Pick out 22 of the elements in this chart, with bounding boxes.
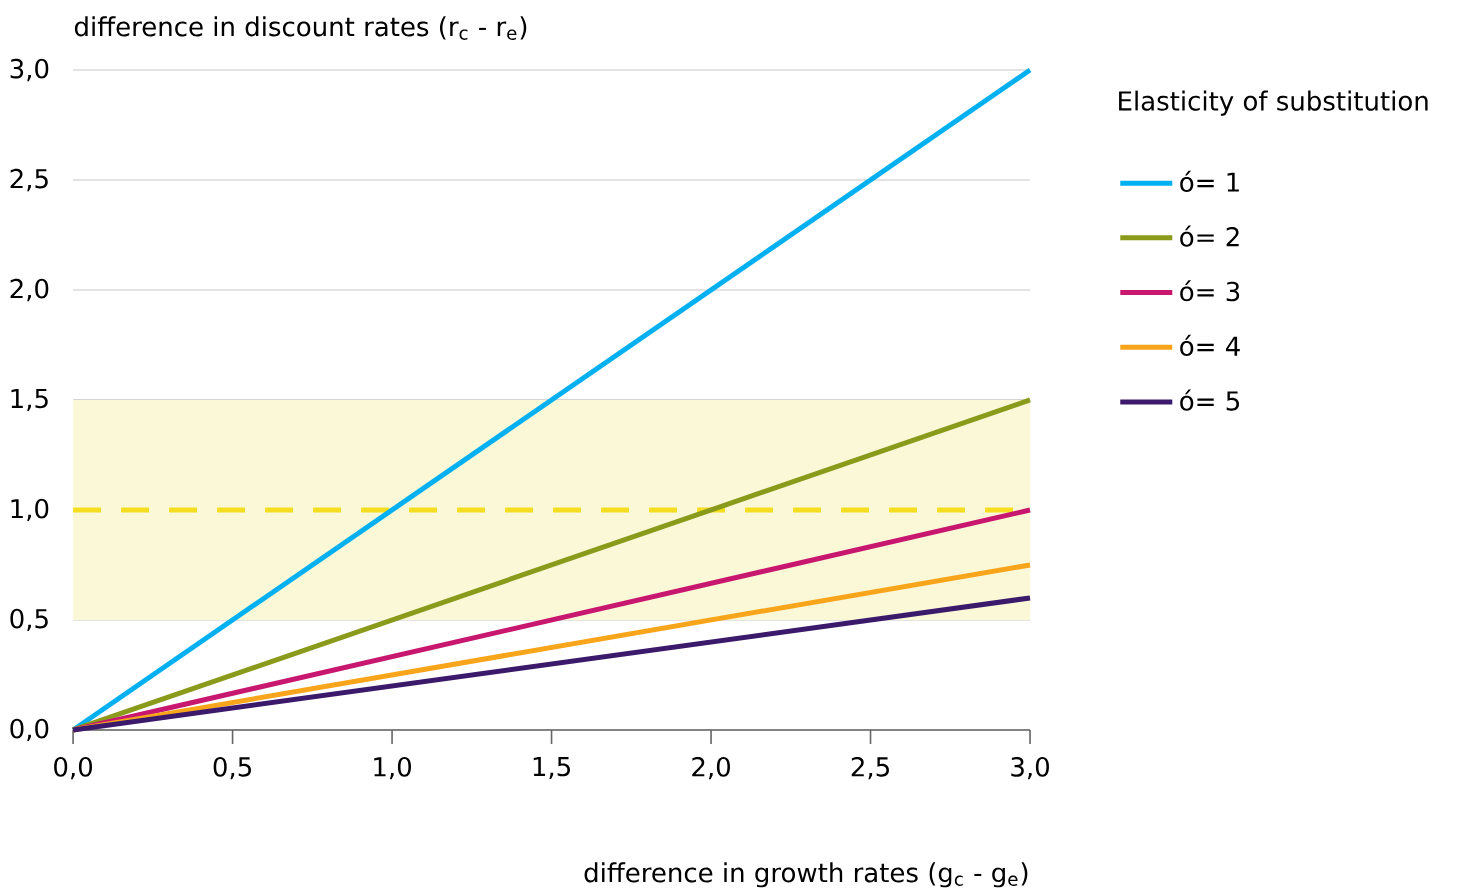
y-tick-label: 2,0 [10, 279, 49, 302]
y-tick-label: 0,0 [10, 719, 49, 742]
y-axis-title: difference in discount rates (r$_{c}$ - r$_{e}$) [74, 16, 527, 41]
x-tick-label: 1,0 [374, 757, 411, 780]
x-tick-label: 0,0 [54, 757, 93, 780]
y-tick-label: 2,5 [10, 169, 48, 192]
y-tick-label: 1,0 [11, 499, 49, 522]
x-tick-label: 1,5 [533, 757, 570, 780]
y-tick-label: 0,5 [10, 609, 48, 632]
x-tick-label: 2,5 [851, 757, 889, 780]
x-axis-title: difference in growth rates (g$_{c}$ - g$_{e}$) [584, 862, 1028, 888]
legend-label: ó= 1 [1180, 171, 1239, 193]
legend-label: ó= 5 [1180, 389, 1239, 411]
y-tick-label: 1,5 [11, 389, 48, 412]
x-tick-label: 3,0 [1011, 757, 1049, 780]
y-tick-label: 3,0 [10, 59, 49, 82]
x-tick-label: 0,5 [213, 757, 251, 780]
legend-label: ó= 4 [1180, 335, 1240, 357]
legend-label: ó= 2 [1180, 225, 1239, 247]
x-tick-label: 2,0 [692, 757, 730, 780]
legend-label: ó= 3 [1180, 280, 1240, 302]
legend-title: Elasticity of substitution [1119, 90, 1428, 117]
